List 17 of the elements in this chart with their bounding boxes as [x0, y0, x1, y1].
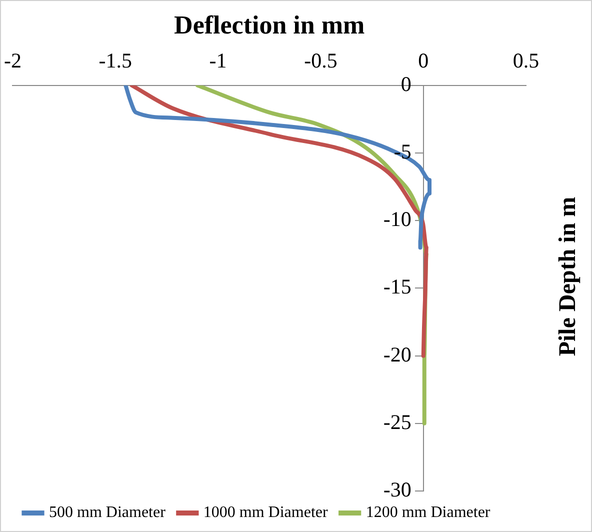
- y-tick-label: 0: [400, 72, 412, 96]
- y-tick-label: -30: [383, 478, 412, 502]
- x-tick-label: -0.5: [304, 48, 338, 72]
- x-tick-label: -2: [4, 48, 22, 72]
- x-tick-label: 0.5: [512, 48, 540, 72]
- y-tick-label: -20: [383, 342, 412, 366]
- legend-label: 1000 mm Diameter: [203, 504, 328, 522]
- x-tick-label: -1: [209, 48, 227, 72]
- legend-label: 500 mm Diameter: [49, 504, 166, 522]
- legend-label: 1200 mm Diameter: [366, 504, 491, 522]
- x-tick-label: 0: [418, 48, 429, 72]
- x-tick-label: -1.5: [98, 48, 132, 72]
- y-tick-label: -15: [383, 274, 412, 299]
- y-tick-label: -25: [383, 410, 412, 434]
- y-tick-label: -10: [383, 207, 412, 232]
- y-axis-title: Pile Depth in m: [556, 196, 582, 356]
- x-axis-title: Deflection in mm: [174, 10, 366, 40]
